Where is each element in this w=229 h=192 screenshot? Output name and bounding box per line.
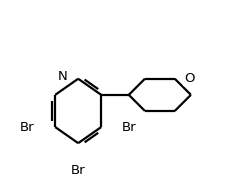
- Text: Br: Br: [121, 121, 136, 134]
- Text: Br: Br: [20, 121, 34, 134]
- Text: N: N: [58, 70, 68, 83]
- Text: Br: Br: [71, 164, 85, 177]
- Text: O: O: [183, 72, 194, 85]
